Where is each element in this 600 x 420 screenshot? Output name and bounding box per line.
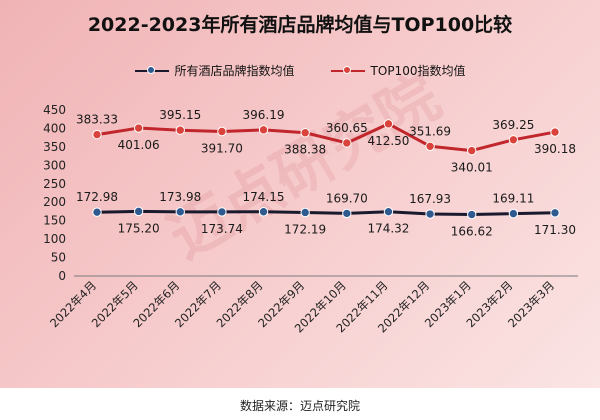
- data-point-all-brands: [258, 207, 269, 217]
- data-label-all-brands: 172.19: [284, 222, 326, 236]
- data-label-top100: 401.06: [118, 138, 160, 152]
- y-tick-label: 250: [43, 177, 66, 191]
- y-tick-label: 0: [58, 269, 66, 283]
- data-point-top100: [508, 135, 519, 145]
- data-label-top100: 340.01: [451, 161, 493, 175]
- y-tick-label: 200: [43, 195, 66, 209]
- data-point-all-brands: [508, 208, 519, 219]
- data-label-all-brands: 172.98: [76, 190, 118, 204]
- legend-label-all-brands: 所有酒店品牌指数均值: [174, 64, 295, 78]
- chart-background: 迈点研究院 0 50 100 150 200 250 300 350 400 450 2022年4月…: [0, 0, 600, 388]
- legend-item-top100: TOP100指数均值: [330, 62, 466, 79]
- data-point-all-brands: [133, 206, 144, 217]
- data-point-top100: [217, 126, 227, 137]
- data-label-top100: 369.25: [492, 118, 534, 132]
- data-point-top100: [133, 123, 144, 133]
- data-point-all-brands: [342, 208, 352, 219]
- data-point-all-brands: [175, 207, 185, 217]
- data-label-all-brands: 173.74: [201, 222, 243, 236]
- data-label-top100: 391.70: [201, 142, 243, 156]
- data-point-top100: [467, 145, 477, 156]
- data-point-top100: [550, 127, 560, 137]
- data-point-all-brands: [92, 207, 102, 217]
- data-label-top100: 388.38: [284, 143, 326, 157]
- legend-line-icon: [330, 65, 365, 74]
- data-point-top100: [425, 141, 435, 151]
- y-tick-label: 50: [51, 251, 66, 265]
- data-label-top100: 396.19: [243, 108, 285, 122]
- data-source-note: 数据来源：迈点研究院: [239, 399, 360, 413]
- y-tick-label: 100: [43, 232, 66, 246]
- chart-title: 2022-2023年所有酒店品牌均值与TOP100比较: [87, 14, 513, 36]
- data-label-top100: 395.15: [159, 108, 201, 122]
- legend-marker-icon: [146, 65, 155, 74]
- data-point-top100: [258, 125, 269, 135]
- legend-marker-icon: [342, 65, 351, 74]
- data-point-all-brands: [550, 208, 560, 218]
- data-point-top100: [383, 119, 394, 129]
- legend: 所有酒店品牌指数均值 TOP100指数均值: [0, 62, 600, 79]
- series-line-all-brands: [96, 209, 556, 217]
- legend-line-icon: [134, 65, 169, 74]
- data-point-top100: [300, 128, 310, 138]
- data-point-top100: [175, 125, 185, 135]
- data-label-all-brands: 171.30: [534, 223, 576, 237]
- data-point-all-brands: [425, 209, 435, 219]
- data-point-all-brands: [300, 207, 310, 218]
- data-point-top100: [342, 138, 352, 148]
- data-point-all-brands: [467, 209, 477, 220]
- data-label-top100: 351.69: [409, 124, 451, 138]
- legend-label-top100: TOP100指数均值: [370, 64, 466, 78]
- data-point-all-brands: [217, 207, 227, 217]
- data-label-top100: 383.33: [76, 113, 118, 127]
- series-line-top100: [96, 122, 556, 153]
- data-label-all-brands: 166.62: [451, 225, 493, 239]
- data-label-all-brands: 173.98: [159, 190, 201, 204]
- legend-item-all-brands: 所有酒店品牌指数均值: [134, 62, 295, 79]
- y-tick-label: 300: [43, 158, 66, 172]
- data-label-all-brands: 175.20: [118, 221, 160, 235]
- data-point-top100: [92, 129, 102, 140]
- data-label-top100: 412.50: [367, 134, 409, 148]
- y-tick-label: 450: [43, 103, 66, 117]
- data-label-all-brands: 169.70: [326, 191, 368, 205]
- data-label-top100: 360.65: [326, 121, 368, 135]
- y-tick-label: 350: [43, 140, 66, 154]
- data-label-all-brands: 169.11: [492, 192, 534, 206]
- line-chart: 0501001502002503003504004502022年4月2022年5…: [43, 103, 578, 335]
- data-point-all-brands: [383, 206, 394, 217]
- data-label-all-brands: 167.93: [409, 192, 451, 206]
- y-tick-label: 400: [43, 121, 66, 135]
- y-tick-label: 150: [43, 214, 66, 228]
- data-label-all-brands: 174.15: [243, 190, 285, 204]
- data-label-all-brands: 174.32: [367, 222, 409, 236]
- data-label-top100: 390.18: [534, 142, 576, 156]
